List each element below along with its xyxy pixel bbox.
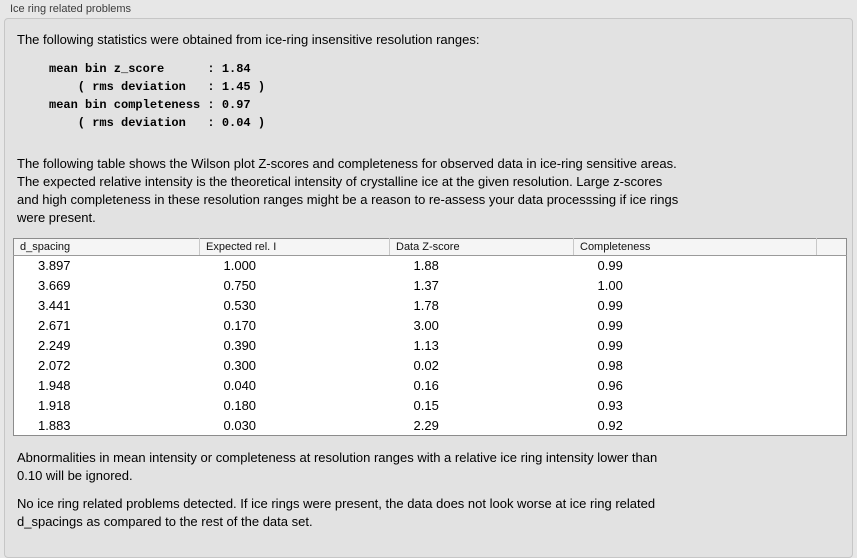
description-line: were present. [17,210,96,225]
table-row[interactable]: 2.249 0.390 1.13 0.99 [14,336,847,356]
cell-expected-rel-i: 0.180 [223,398,257,413]
cell-d-spacing: 1.918 [38,398,71,413]
cell-expected-rel-i: 1.000 [223,258,257,274]
description-line: and high completeness in these resolutio… [17,192,679,207]
cell-expected-rel-i: 0.030 [223,417,257,433]
ice-ring-statistics-block: mean bin z_score : 1.84 ( rms deviation … [49,62,266,130]
cell-data-z-score: 1.13 [413,338,439,353]
note-line: Abnormalities in mean intensity or compl… [17,450,658,465]
table-row[interactable]: 3.441 0.530 1.78 0.99 [14,296,847,316]
cell-data-z-score: 0.16 [413,378,439,393]
table-row[interactable]: 2.072 0.300 0.02 0.98 [14,356,847,376]
cell-data-z-score: 0.15 [413,398,439,413]
cell-d-spacing: 3.669 [38,278,71,293]
ice-ring-panel: The following statistics were obtained f… [4,18,853,558]
table-row[interactable]: 1.883 0.030 2.29 0.92 [14,416,847,436]
ice-ring-table: d_spacing Expected rel. I Data Z-score C… [13,238,847,436]
cell-expected-rel-i: 0.530 [223,298,257,313]
cell-completeness: 1.00 [597,278,623,293]
cell-expected-rel-i: 0.040 [223,378,257,393]
cell-expected-rel-i: 0.390 [223,338,257,353]
table-row[interactable]: 1.918 0.180 0.15 0.93 [14,396,847,416]
cell-completeness: 0.99 [597,258,623,274]
table-row[interactable]: 2.671 0.170 3.00 0.99 [14,316,847,336]
cell-d-spacing: 3.441 [38,298,71,313]
cell-expected-rel-i: 0.750 [223,278,257,293]
cell-data-z-score: 3.00 [413,318,439,333]
cell-d-spacing: 1.883 [38,417,71,433]
conclusion-line: d_spacings as compared to the rest of th… [17,514,313,529]
column-header-data-z-score[interactable]: Data Z-score [389,238,574,256]
cell-d-spacing: 2.249 [38,338,71,353]
cell-expected-rel-i: 0.170 [223,318,257,333]
cell-data-z-score: 1.88 [413,258,439,274]
column-header-expected-rel-i[interactable]: Expected rel. I [199,238,390,256]
conclusion-text: No ice ring related problems detected. I… [17,495,844,531]
cell-data-z-score: 1.78 [413,298,439,313]
column-header-d-spacing[interactable]: d_spacing [13,238,200,256]
table-row[interactable]: 3.669 0.750 1.37 1.00 [14,276,847,296]
cell-d-spacing: 1.948 [38,378,71,393]
cell-completeness: 0.98 [597,358,623,373]
table-header-row: d_spacing Expected rel. I Data Z-score C… [13,238,847,256]
column-header-empty [816,238,847,256]
ignore-threshold-note: Abnormalities in mean intensity or compl… [17,449,844,485]
description-line: The expected relative intensity is the t… [17,174,663,189]
cell-completeness: 0.99 [597,338,623,353]
cell-data-z-score: 0.02 [413,358,439,373]
table-row[interactable]: 1.948 0.040 0.16 0.96 [14,376,847,396]
cell-d-spacing: 2.072 [38,358,71,373]
column-header-completeness[interactable]: Completeness [573,238,817,256]
cell-d-spacing: 2.671 [38,318,71,333]
cell-completeness: 0.93 [597,398,623,413]
cell-completeness: 0.99 [597,298,623,313]
panel-title: Ice ring related problems [10,3,132,15]
description-line: The following table shows the Wilson plo… [17,156,677,171]
note-line: 0.10 will be ignored. [17,468,133,483]
table-description: The following table shows the Wilson plo… [17,155,844,227]
cell-completeness: 0.96 [597,378,623,393]
cell-data-z-score: 2.29 [413,417,439,433]
cell-d-spacing: 3.897 [38,258,71,274]
cell-data-z-score: 1.37 [413,278,439,293]
table-row[interactable]: 3.897 1.000 1.88 0.99 [14,256,847,276]
cell-completeness: 0.92 [597,417,623,433]
cell-expected-rel-i: 0.300 [223,358,257,373]
conclusion-line: No ice ring related problems detected. I… [17,496,656,511]
cell-completeness: 0.99 [597,318,623,333]
intro-text: The following statistics were obtained f… [17,32,480,47]
